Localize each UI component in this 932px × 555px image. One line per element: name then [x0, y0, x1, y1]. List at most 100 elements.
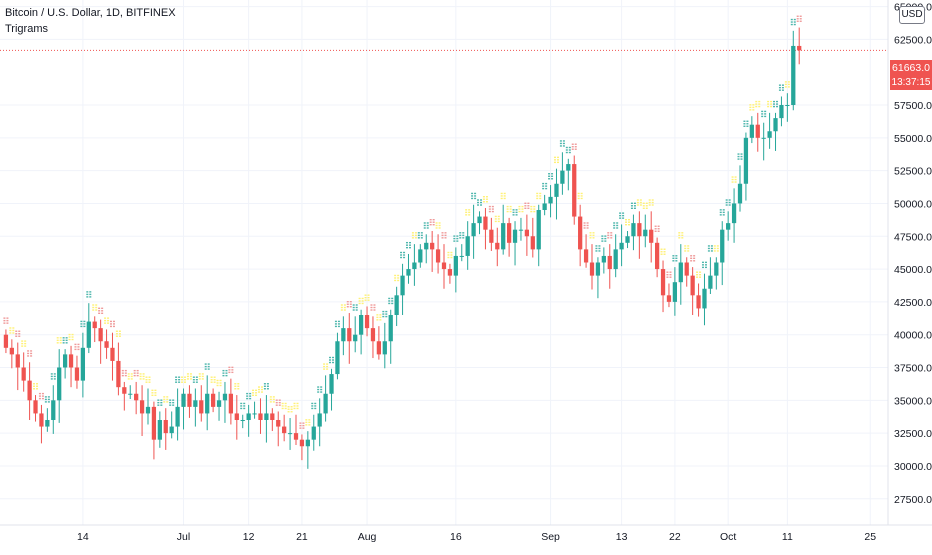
candle-body — [749, 124, 754, 138]
trigram-dot — [500, 197, 503, 200]
trigram-dot — [86, 293, 89, 296]
trigram-dot — [109, 320, 112, 323]
candle-body — [299, 439, 305, 447]
trigram-dot — [346, 306, 349, 308]
time-tick-label: 12 — [243, 531, 255, 543]
trigram-dot — [411, 237, 414, 239]
trigram-dot — [337, 325, 340, 328]
trigram-dot — [166, 398, 169, 401]
trigram-dot — [240, 405, 243, 407]
currency-button[interactable]: USD — [899, 6, 925, 24]
trigram-dot — [56, 339, 59, 342]
trigram-dot — [231, 371, 234, 374]
trigram-dot — [494, 215, 497, 218]
trigram-dot — [18, 330, 21, 332]
trigram-dot — [364, 294, 367, 296]
trigram-dot — [551, 175, 554, 177]
trigram-dot — [770, 100, 773, 103]
trigram-dot — [257, 386, 260, 388]
trigram-dot — [74, 346, 77, 348]
trigram-dot — [249, 397, 252, 400]
time-axis[interactable]: 14 Jul 12 21 Aug 16 Sep 13 22 Oct 11 25 — [77, 531, 876, 543]
candle-body — [465, 236, 470, 256]
trigram-dot — [163, 398, 166, 401]
candle-body — [708, 275, 713, 289]
candle-body — [412, 262, 417, 270]
price-tick-label: 52500.0 — [894, 166, 932, 178]
trigram-dot — [746, 125, 749, 127]
trigram-dot — [796, 20, 799, 22]
price-tick-label: 35000.0 — [894, 395, 932, 407]
trigram-dot — [465, 211, 468, 214]
trigram-dot — [3, 317, 6, 319]
trigram-dot — [764, 113, 767, 115]
trigram-dot — [524, 207, 527, 209]
trigram-dot — [172, 399, 175, 401]
trigram-dot — [704, 261, 707, 264]
candle-body — [578, 216, 583, 250]
trigram-dot — [12, 327, 15, 329]
trigram-dot — [515, 211, 518, 214]
trigram-dot — [305, 424, 308, 426]
trigram-dot — [133, 369, 136, 372]
trigram-dot — [488, 210, 491, 213]
candle-body — [128, 393, 133, 395]
trigram-dot — [118, 330, 121, 332]
trigram-dot — [477, 201, 480, 204]
trigram-dot — [124, 372, 127, 374]
trigram-dot — [329, 356, 332, 359]
trigram-dot — [438, 224, 441, 227]
trigram-dot — [758, 100, 761, 103]
candle-body — [791, 45, 796, 105]
trigram-dot — [574, 146, 577, 148]
trigram-dot — [95, 306, 98, 309]
candle-body — [607, 255, 612, 270]
candle-body — [187, 393, 192, 407]
candle-body — [15, 354, 20, 368]
trigram-dot — [50, 375, 53, 378]
candle-body — [370, 328, 376, 342]
trigram-dot — [737, 158, 740, 160]
candle-body — [643, 229, 648, 237]
trigram-dot — [429, 221, 432, 223]
candle-body — [74, 367, 80, 381]
trigram-dot — [648, 204, 651, 206]
trigram-dot — [219, 382, 222, 384]
candle-body — [305, 439, 310, 447]
trigram-dot — [133, 372, 136, 374]
trigram-dot — [74, 348, 77, 351]
trigram-dot — [334, 320, 337, 323]
candle-body — [21, 367, 26, 381]
trigram-dot — [663, 251, 666, 253]
trigram-dot — [263, 385, 266, 387]
trigram-dot — [773, 105, 776, 108]
candle-body — [358, 315, 364, 335]
trigram-dot — [101, 310, 104, 312]
trigram-dot — [707, 250, 710, 252]
trigram-dot — [21, 340, 24, 342]
trigram-dot — [329, 361, 332, 364]
trigram-dot — [471, 195, 474, 197]
trigram-dot — [485, 198, 488, 200]
trigram-dot — [337, 320, 340, 323]
trigram-dot — [491, 210, 494, 213]
trigram-dot — [204, 368, 207, 370]
trigram-dot — [231, 366, 234, 369]
trigram-dot — [151, 394, 154, 397]
indicator-name[interactable]: Trigrams — [5, 23, 48, 35]
price-tick-label: 55000.0 — [894, 133, 932, 145]
trigram-dot — [755, 103, 758, 105]
trigram-dot — [636, 199, 639, 201]
trigram-dot — [633, 202, 636, 204]
symbol-title[interactable]: Bitcoin / U.S. Dollar, 1D, BITFINEX — [5, 7, 176, 19]
price-axis[interactable]: 27500.0 30000.0 32500.0 35000.0 37500.0 40000… — [894, 2, 932, 506]
trigram-dot — [642, 207, 645, 209]
trigram-dot — [62, 342, 65, 344]
trigram-dot — [59, 339, 62, 342]
trigram-dot — [169, 399, 172, 401]
trigram-dot — [577, 192, 580, 195]
trigram-dot — [482, 201, 485, 203]
trigram-dot — [184, 381, 187, 383]
